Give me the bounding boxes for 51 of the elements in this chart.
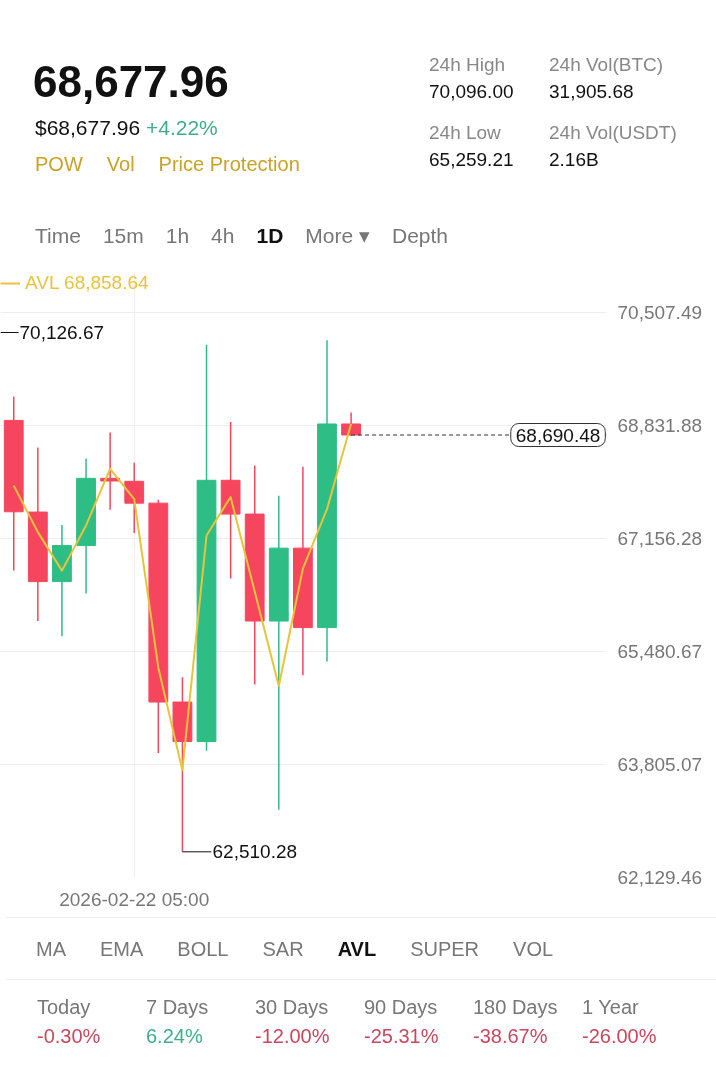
text: 2.16B: [549, 148, 600, 173]
text: Depth: [392, 224, 449, 247]
text: 24h Vol(USDT): [549, 121, 678, 146]
text: 70,096.00: [429, 80, 515, 105]
text: 24h Vol(BTC): [549, 53, 665, 77]
chart-title: 68,677.96: [33, 56, 229, 108]
annotation: 70,126.67: [19, 322, 105, 343]
text: AVL: [337, 938, 377, 960]
text: VOL: [513, 938, 554, 960]
text: 31,905.68: [549, 80, 635, 105]
y-tick-label: 68,831.88: [617, 414, 703, 436]
text: -25.31%: [364, 1023, 440, 1049]
text: 180 Days: [473, 995, 559, 1020]
y-tick-label: 65,480.67: [617, 640, 703, 662]
text: -12.00%: [255, 1023, 331, 1049]
text: EMA: [100, 938, 144, 960]
annotation: 62,510.28: [212, 841, 298, 863]
text: 4h: [211, 224, 235, 247]
text: More ▾: [305, 224, 371, 247]
text: 24h High: [429, 53, 507, 77]
text: MA: [36, 938, 66, 960]
text: 7 Days: [146, 995, 210, 1020]
text: 65,259.21: [429, 148, 515, 173]
text: -38.67%: [473, 1023, 549, 1049]
candlestick: [124, 461, 145, 534]
text: 1D: [256, 224, 284, 247]
text: Price Protection: [158, 153, 300, 175]
text: BOLL: [177, 938, 229, 960]
text: Today: [37, 995, 92, 1020]
text: 6.24%: [146, 1023, 204, 1049]
y-tick-label: 62,129.46: [617, 867, 703, 888]
text: 24h Low: [429, 121, 502, 146]
y-tick-label: 70,507.49: [617, 301, 703, 323]
text: -26.00%: [582, 1023, 658, 1049]
ref-line-label: 68,690.48: [515, 424, 601, 446]
text: Time: [35, 224, 81, 247]
y-tick-label: 63,805.07: [617, 753, 703, 775]
text: 1h: [165, 224, 190, 247]
text: SUPER: [410, 938, 480, 960]
text: POW: [35, 153, 83, 175]
text: 90 Days: [364, 995, 439, 1020]
text: 15m: [102, 224, 144, 247]
text: Vol: [106, 153, 135, 175]
x-tick-label: 2026-02-22 05:00: [59, 888, 210, 910]
text: 30 Days: [255, 995, 330, 1020]
text: SAR: [262, 938, 304, 960]
text: -0.30%: [37, 1023, 102, 1049]
legend-label: AVL 68,858.64: [25, 272, 149, 294]
y-tick-label: 67,156.28: [617, 527, 703, 549]
chart-subtitle: $68,677.96 +4.22%: [35, 115, 218, 141]
text: 1 Year: [582, 995, 640, 1020]
